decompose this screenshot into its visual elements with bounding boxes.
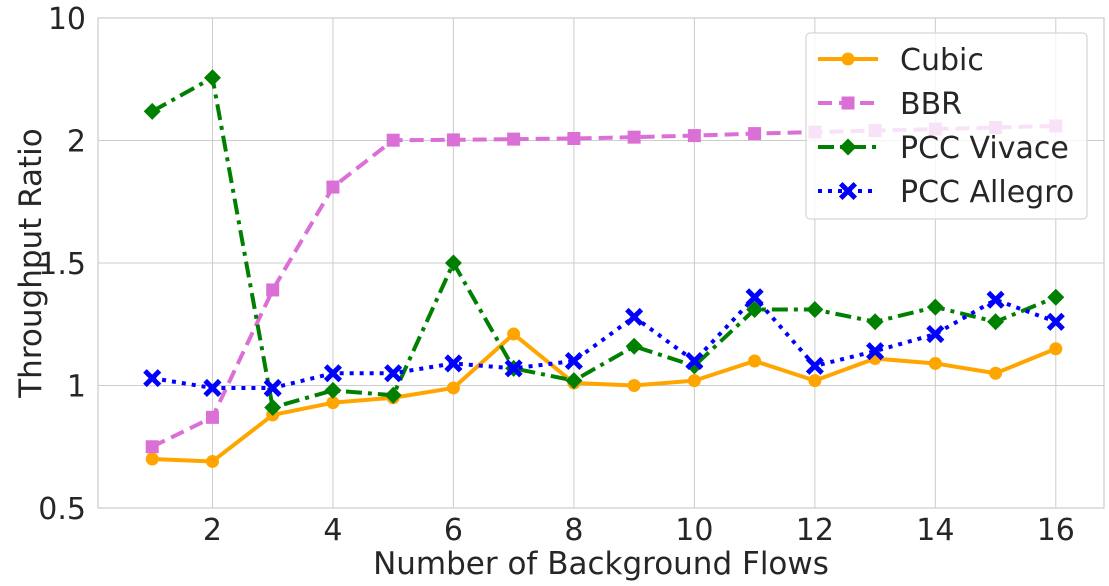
data-point-pcc-vivace (866, 313, 884, 331)
series-line-pcc-vivace (151, 75, 1057, 410)
data-point-pcc-allegro (203, 378, 222, 397)
data-point-pcc-allegro (805, 356, 824, 375)
data-point-pcc-allegro (866, 342, 885, 361)
data-point-pcc-vivace (203, 69, 221, 87)
data-point-bbr (567, 132, 581, 146)
data-point-cubic (808, 374, 822, 388)
plot-frame (97, 17, 1105, 509)
data-point-cubic (326, 396, 340, 410)
data-point-cubic (989, 366, 1003, 380)
legend-label-cubic: Cubic (900, 43, 984, 78)
x-tick-label: 4 (323, 513, 342, 548)
legend-marker-bbr (841, 96, 855, 110)
y-tick-label: 2 (67, 125, 86, 160)
y-axis-ticks: 0.5 1 1.5 2 10 (38, 2, 86, 527)
legend-marker-pcc-allegro (838, 181, 858, 201)
x-axis-ticks: 2 4 6 8 10 12 14 16 (203, 513, 1075, 548)
series-pcc-allegro (143, 288, 1065, 397)
data-point-cubic (507, 327, 521, 341)
x-tick-label: 8 (564, 513, 583, 548)
legend-marker-pcc-vivace (839, 138, 857, 156)
data-point-pcc-allegro (926, 325, 945, 344)
data-point-bbr (326, 180, 340, 194)
data-point-pcc-vivace (324, 381, 342, 399)
data-point-bbr (386, 133, 400, 147)
data-point-bbr (507, 132, 521, 146)
x-axis-label: Number of Background Flows (373, 546, 829, 582)
x-tick-label: 2 (203, 513, 222, 548)
data-point-pcc-allegro (444, 354, 463, 373)
data-point-pcc-allegro (504, 359, 523, 378)
data-point-pcc-allegro (263, 378, 282, 397)
data-point-pcc-vivace (1047, 288, 1065, 306)
data-point-pcc-vivace (143, 102, 161, 120)
x-tick-label: 6 (444, 513, 463, 548)
y-tick-label: 1 (67, 370, 86, 405)
data-point-bbr (266, 283, 280, 297)
data-point-cubic (928, 356, 942, 370)
y-tick-label: 10 (48, 2, 86, 37)
y-tick-label: 0.5 (38, 492, 86, 527)
data-point-cubic (627, 379, 641, 392)
data-point-cubic (205, 454, 219, 468)
data-point-pcc-vivace (806, 301, 824, 319)
data-point-pcc-vivace (384, 386, 402, 404)
data-point-pcc-vivace (987, 313, 1005, 331)
data-point-pcc-allegro (384, 364, 403, 383)
y-tick-label: 1.5 (38, 247, 86, 282)
data-point-pcc-vivace (746, 301, 764, 319)
legend-label-pcc-vivace: PCC Vivace (900, 131, 1069, 166)
data-point-cubic (446, 381, 460, 395)
series-line-cubic (152, 332, 1057, 464)
data-point-pcc-vivace (926, 298, 944, 316)
data-point-pcc-allegro (143, 369, 162, 388)
data-point-pcc-allegro (685, 351, 704, 371)
data-point-pcc-allegro (986, 290, 1005, 309)
data-point-pcc-vivace (264, 399, 282, 417)
data-point-pcc-vivace (565, 372, 583, 390)
x-tick-label: 12 (796, 513, 834, 548)
data-point-pcc-vivace (625, 337, 643, 355)
data-point-cubic (1049, 342, 1063, 356)
data-point-pcc-allegro (323, 364, 342, 383)
data-point-cubic (687, 374, 701, 388)
data-point-bbr (205, 410, 219, 424)
legend-label-bbr: BBR (900, 87, 962, 122)
legend-frame (805, 32, 1088, 220)
data-point-pcc-allegro (564, 351, 583, 371)
x-tick-label: 14 (916, 513, 954, 548)
data-point-bbr (446, 133, 460, 147)
data-point-pcc-allegro (625, 307, 644, 326)
data-point-pcc-allegro (745, 288, 764, 307)
legend-marker-cubic (841, 52, 855, 66)
data-point-bbr (627, 130, 641, 144)
data-point-pcc-vivace (685, 357, 703, 375)
data-point-pcc-vivace (444, 254, 462, 272)
data-point-bbr (687, 129, 701, 143)
y-axis-label: Throughput Ratio (13, 128, 49, 399)
series-line-pcc-allegro (151, 295, 1057, 390)
data-point-cubic (145, 452, 159, 466)
series-pcc-vivace (143, 69, 1065, 417)
data-point-cubic (748, 354, 762, 368)
series-group (143, 69, 1065, 468)
x-tick-label: 10 (675, 513, 713, 548)
legend: Cubic BBR PCC Vivace PCC Allegro (805, 32, 1088, 220)
x-tick-label: 16 (1037, 513, 1075, 548)
data-point-pcc-allegro (1046, 312, 1065, 331)
data-point-bbr (748, 127, 762, 141)
legend-label-pcc-allegro: PCC Allegro (900, 175, 1074, 210)
data-point-bbr (145, 440, 159, 454)
